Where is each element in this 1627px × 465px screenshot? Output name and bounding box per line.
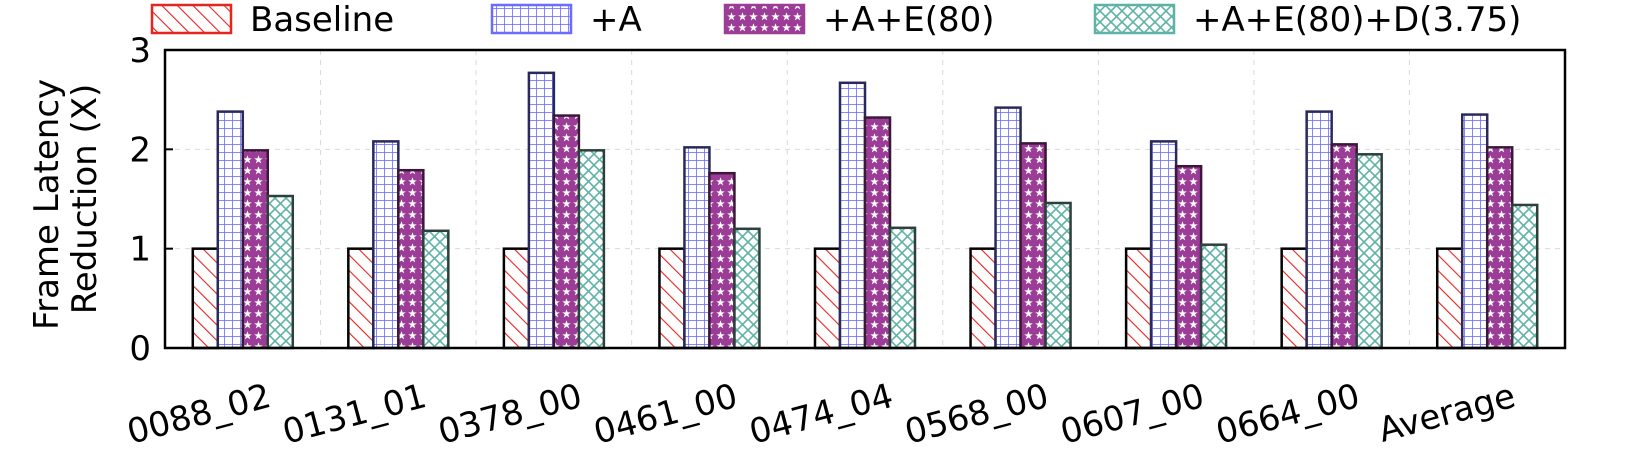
legend: Baseline +A +A+E(80) +A+E(80)+D(3.75) [150,0,1521,40]
bar-+A+E(80)-0664_00 [1330,143,1358,350]
bar-+A+E(80)+D(3.75)-0607_00 [1199,243,1228,350]
bar-Baseline-0474_04 [813,247,842,350]
bar-+A-0088_02 [216,110,245,350]
x-tick-label: 0664_00 [1212,376,1364,453]
bar-+A-0461_00 [683,146,711,350]
legend-label: +A+E(80)+D(3.75) [1193,0,1521,40]
bar-Baseline-0461_00 [658,247,686,350]
y-tick-label: 0 [129,329,151,369]
bar-Baseline-0378_00 [502,247,531,350]
bar-Baseline-0088_02 [191,247,220,350]
y-tick-label: 1 [129,230,151,270]
bar-+A-0568_00 [994,106,1022,350]
x-tick-label: 0378_00 [434,376,586,453]
bar-+A+E(80)+D(3.75)-0088_02 [266,194,295,350]
bar-+A+E(80)-0461_00 [708,171,736,350]
bar-+A+E(80)+D(3.75)-Average [1510,203,1539,350]
x-axis: 0088_02 0131_01 0378_00 0461_00 0474_04 0568_… [123,376,1520,453]
bar-+A+E(80)+D(3.75)-0568_00 [1044,201,1072,350]
legend-label: Baseline [250,0,394,40]
bar-+A+E(80)-0607_00 [1174,164,1203,350]
bar-+A+E(80)-0474_04 [863,116,892,350]
legend-swatch-Baseline [150,3,233,35]
x-tick-label: 0131_01 [279,376,431,453]
legend-swatch-+A [490,3,573,35]
bars [191,71,1539,350]
y-axis-title: Frame Latency Reduction (X) [27,68,105,330]
bar-+A-0664_00 [1305,110,1333,350]
y-tick-label: 3 [129,31,151,71]
bar-+A-0131_01 [372,140,400,350]
bar-+A+E(80)+D(3.75)-0474_04 [888,226,917,350]
bar-Baseline-0568_00 [969,247,997,350]
plot-frame [163,48,1567,350]
bar-Baseline-Average [1435,247,1464,350]
bar-+A+E(80)+D(3.75)-0664_00 [1355,153,1383,350]
bar-+A+E(80)+D(3.75)-0378_00 [577,149,606,350]
bar-Baseline-0607_00 [1124,247,1153,350]
legend-swatch-+A+E(80)+D(3.75) [1093,3,1176,35]
bar-+A-0378_00 [527,71,556,350]
bar-+A-Average [1460,113,1489,350]
y-axis-title-line-1: Frame Latency [27,79,67,330]
x-tick-label: 0568_00 [901,376,1053,453]
bar-+A+E(80)-0568_00 [1019,142,1047,350]
legend-label: +A+E(80) [823,0,995,40]
bar-Baseline-0664_00 [1280,247,1308,350]
bar-+A-0607_00 [1149,140,1178,350]
legend-label: +A [590,0,642,40]
y-axis-title-line-2: Reduction (X) [65,84,105,315]
x-tick-label: 0088_02 [123,376,275,453]
bar-+A+E(80)-0088_02 [241,149,270,350]
bar-+A+E(80)+D(3.75)-0131_01 [422,229,450,350]
bar-+A-0474_04 [838,81,867,350]
x-tick-label: 0461_00 [590,376,742,453]
y-axis: 0 1 2 3 [129,31,173,369]
x-tick-label: Average [1374,376,1519,451]
bar-Baseline-0131_01 [347,247,375,350]
bar-+A+E(80)-0378_00 [552,114,581,350]
bar-+A+E(80)-Average [1485,146,1514,350]
bar-+A+E(80)-0131_01 [397,168,425,350]
x-tick-label: 0474_04 [745,376,897,453]
bar-+A+E(80)+D(3.75)-0461_00 [733,227,761,350]
legend-swatch-+A+E(80) [723,3,806,35]
x-tick-label: 0607_00 [1056,376,1208,453]
y-tick-label: 2 [129,130,151,170]
